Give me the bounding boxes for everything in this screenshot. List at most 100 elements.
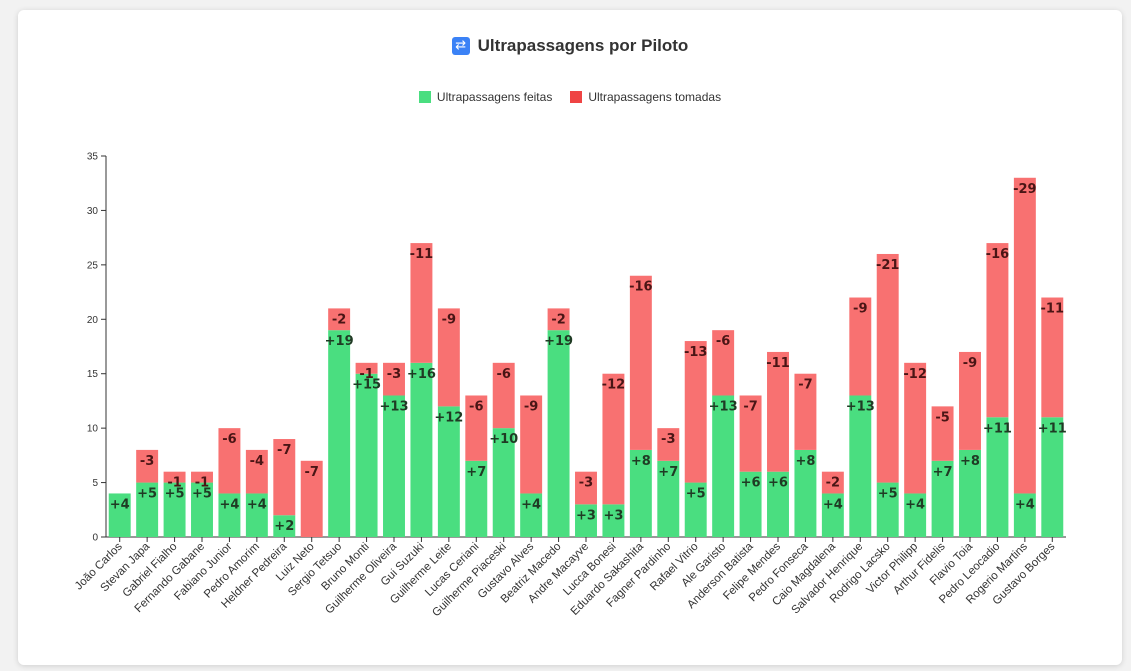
y-tick-label: 20: [87, 315, 99, 326]
data-label-taken: -9: [524, 399, 538, 414]
bar-made: [492, 428, 515, 537]
bar-made: [794, 449, 817, 537]
data-label-taken: -11: [1041, 302, 1065, 317]
data-label-taken: -12: [903, 367, 927, 382]
bar-made: [904, 493, 927, 537]
bar-taken: [712, 330, 735, 396]
data-label-made: +4: [219, 497, 239, 512]
chart-title: ⇄ Ultrapassagens por Piloto: [18, 36, 1122, 56]
bar-taken: [245, 449, 268, 494]
data-label-made: +5: [192, 487, 212, 502]
bar-made: [684, 482, 707, 537]
data-label-made: +5: [137, 487, 157, 502]
data-label-taken: -3: [661, 432, 675, 447]
bar-taken: [959, 351, 981, 450]
bar-taken: [1013, 177, 1036, 494]
bar-made: [273, 515, 296, 537]
bar-made: [767, 471, 789, 537]
data-label-made: +8: [960, 454, 980, 469]
bar-taken: [904, 362, 927, 494]
data-label-taken: -5: [935, 410, 949, 425]
bar-taken: [410, 243, 433, 363]
bar-made: [602, 504, 625, 537]
data-label-made: +19: [544, 334, 573, 349]
data-label-made: +12: [434, 410, 463, 425]
data-label-taken: -16: [986, 247, 1010, 262]
bar-made: [465, 460, 488, 537]
bar-made: [821, 493, 844, 537]
bar-taken: [383, 362, 405, 396]
bar-taken: [767, 351, 789, 472]
y-tick-label: 15: [87, 369, 99, 380]
data-label-taken: -7: [304, 465, 318, 480]
data-label-taken: -4: [250, 454, 264, 469]
legend-swatch-taken: [570, 91, 583, 103]
bar-taken: [657, 428, 680, 461]
y-tick-label: 0: [92, 533, 98, 544]
bar-made: [163, 482, 186, 537]
data-label-taken: -11: [766, 356, 790, 371]
data-label-made: +5: [165, 487, 185, 502]
bar-taken: [629, 275, 652, 450]
data-label-made: +8: [795, 454, 815, 469]
legend-label-taken: Ultrapassagens tomadas: [588, 90, 722, 104]
bar-made: [355, 373, 378, 537]
legend: Ultrapassagens feitas Ultrapassagens tom…: [18, 90, 1122, 104]
data-label-made: +2: [274, 519, 294, 534]
bar-taken: [821, 471, 844, 494]
data-label-made: +16: [407, 367, 436, 382]
data-label-made: +3: [603, 508, 623, 523]
bar-made: [986, 417, 1009, 537]
data-label-taken: -9: [963, 356, 977, 371]
data-label-taken: -12: [602, 378, 626, 393]
data-label-taken: -1: [359, 367, 373, 382]
data-label-taken: -2: [826, 476, 840, 491]
bar-made: [629, 449, 652, 537]
bar-taken: [437, 308, 460, 407]
bar-made: [245, 493, 268, 537]
data-label-taken: -9: [853, 302, 867, 317]
bar-taken: [602, 373, 625, 505]
bar-taken: [794, 373, 817, 450]
legend-swatch-made: [418, 91, 431, 103]
bar-taken: [492, 362, 515, 429]
bar-taken: [876, 253, 899, 483]
data-label-made: +5: [878, 487, 898, 502]
data-label-taken: -6: [222, 432, 236, 447]
bar-made: [410, 362, 433, 537]
y-tick-label: 25: [87, 260, 99, 271]
data-label-made: +4: [823, 497, 843, 512]
data-label-made: +4: [521, 497, 541, 512]
data-label-made: +13: [846, 399, 875, 414]
bar-made: [547, 330, 570, 537]
bar-taken: [931, 406, 954, 461]
data-label-taken: -16: [629, 280, 653, 295]
data-label-taken: -29: [1013, 182, 1037, 197]
bar-made: [657, 460, 680, 537]
data-label-made: +11: [1038, 421, 1067, 436]
bar-taken: [739, 395, 762, 472]
y-tick-label: 30: [87, 206, 99, 217]
bar-made: [1041, 417, 1064, 537]
legend-item-taken[interactable]: Ultrapassagens tomadas: [570, 90, 721, 104]
bar-made: [849, 395, 872, 537]
bar-made: [876, 482, 899, 537]
bar-made: [218, 493, 241, 537]
data-label-taken: -9: [442, 312, 456, 327]
bar-taken: [355, 362, 378, 374]
legend-item-made[interactable]: Ultrapassagens feitas: [418, 90, 552, 104]
bar-taken: [300, 460, 323, 537]
y-tick-label: 10: [87, 424, 99, 435]
data-label-taken: -7: [798, 378, 812, 393]
bar-taken: [465, 395, 488, 461]
data-label-taken: -7: [743, 399, 757, 414]
data-label-made: +6: [768, 476, 788, 491]
bar-made: [1013, 493, 1036, 537]
overtake-icon: ⇄: [451, 37, 470, 55]
bar-made: [520, 493, 543, 537]
data-label-made: +3: [576, 508, 596, 523]
data-label-made: +10: [489, 432, 518, 447]
data-label-taken: -3: [579, 476, 593, 491]
data-label-taken: -2: [551, 312, 565, 327]
